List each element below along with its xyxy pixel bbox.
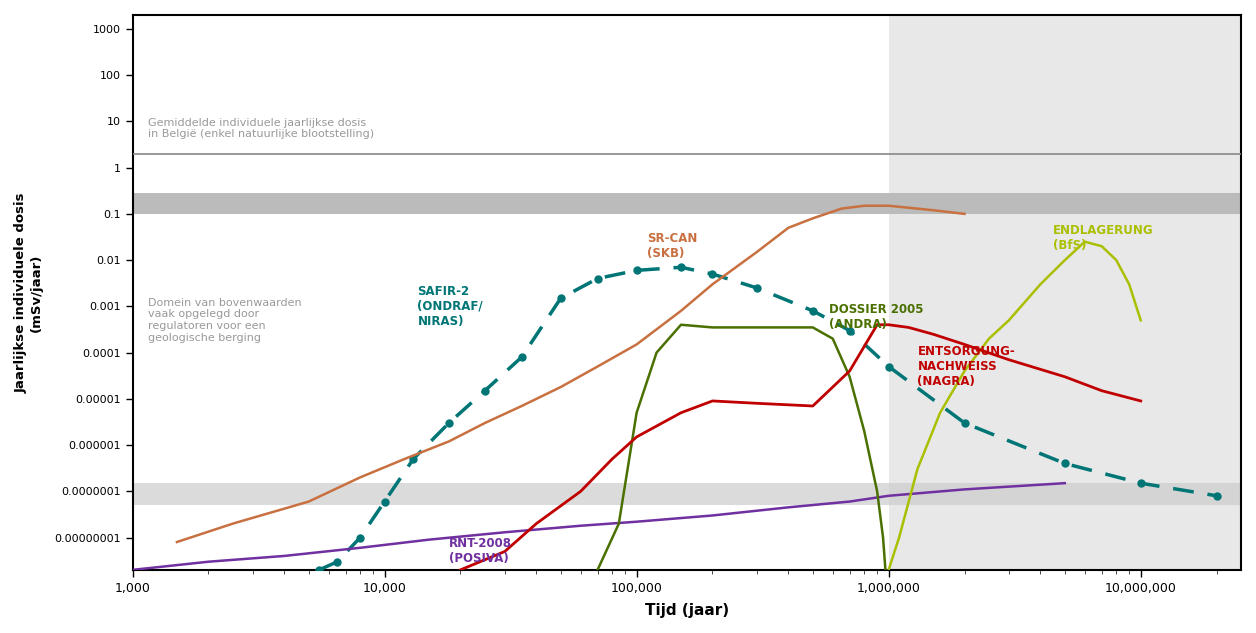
Text: SAFIR-2
(ONDRAF/
NIRAS): SAFIR-2 (ONDRAF/ NIRAS): [417, 285, 484, 328]
Bar: [889, 15, 1241, 570]
Text: Domein van bovenwaarden
vaak opgelegd door
regulatoren voor een
geologische berg: Domein van bovenwaarden vaak opgelegd do…: [148, 298, 301, 342]
Text: SR-CAN
(SKB): SR-CAN (SKB): [647, 232, 697, 260]
Text: Gemiddelde individuele jaarlijkse dosis
in België (enkel natuurlijke blootstelli: Gemiddelde individuele jaarlijkse dosis …: [148, 118, 374, 139]
Text: ENTSORGUNG-
NACHWEISS
(NAGRA): ENTSORGUNG- NACHWEISS (NAGRA): [917, 345, 1015, 388]
Text: RNT-2008
(POSIVA): RNT-2008 (POSIVA): [448, 537, 512, 565]
Bar: [133, 483, 1241, 505]
Text: DOSSIER 2005
(ANDRA): DOSSIER 2005 (ANDRA): [829, 303, 923, 330]
Bar: [133, 193, 1241, 214]
Text: ENDLAGERUNG
(BfS): ENDLAGERUNG (BfS): [1054, 224, 1154, 252]
Y-axis label: Jaarlijkse individuele dosis
(mSv/jaar): Jaarlijkse individuele dosis (mSv/jaar): [15, 192, 43, 392]
X-axis label: Tijd (jaar): Tijd (jaar): [644, 603, 728, 618]
